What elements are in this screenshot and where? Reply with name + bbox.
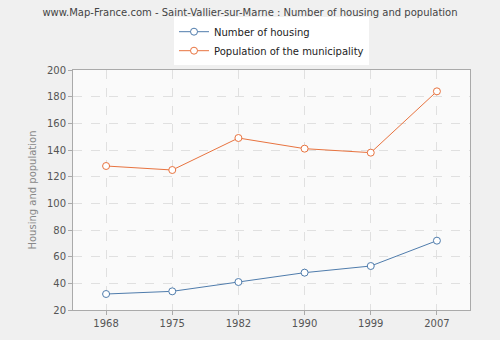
- svg-text:1982: 1982: [226, 318, 251, 329]
- svg-text:180: 180: [47, 91, 66, 102]
- svg-text:100: 100: [47, 198, 66, 209]
- svg-text:1975: 1975: [160, 318, 185, 329]
- svg-text:2007: 2007: [424, 318, 449, 329]
- svg-text:Population of the municipality: Population of the municipality: [214, 46, 364, 57]
- svg-text:Housing and population: Housing and population: [27, 130, 38, 249]
- svg-text:60: 60: [53, 251, 66, 262]
- svg-text:1999: 1999: [358, 318, 383, 329]
- svg-text:1990: 1990: [292, 318, 317, 329]
- svg-text:40: 40: [53, 278, 66, 289]
- svg-text:Number of housing: Number of housing: [214, 27, 310, 38]
- svg-text:www.Map-France.com - Saint-Val: www.Map-France.com - Saint-Vallier-sur-M…: [42, 7, 457, 18]
- svg-text:80: 80: [53, 225, 66, 236]
- svg-text:120: 120: [47, 171, 66, 182]
- svg-text:140: 140: [47, 145, 66, 156]
- svg-text:200: 200: [47, 65, 66, 76]
- svg-text:20: 20: [53, 305, 66, 316]
- svg-text:160: 160: [47, 118, 66, 129]
- svg-text:1968: 1968: [93, 318, 118, 329]
